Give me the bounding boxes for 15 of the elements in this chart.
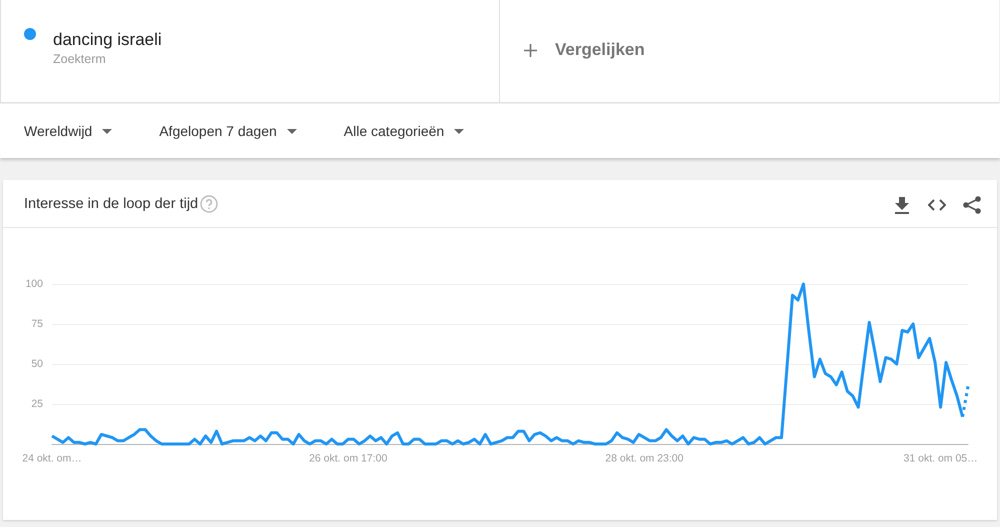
- y-tick-label: 50: [31, 358, 44, 370]
- y-tick-label: 25: [31, 398, 44, 410]
- x-tick-label: 31 okt. om 05…: [904, 452, 978, 464]
- x-tick-label: 26 okt. om 17:00: [309, 452, 388, 464]
- text: Alle categorieën: [344, 123, 444, 139]
- text: Wereldwijd: [24, 123, 92, 139]
- x-tick-label: 24 okt. om…: [22, 452, 82, 464]
- text: Afgelopen 7 dagen: [159, 123, 277, 139]
- y-tick-label: 100: [25, 278, 44, 290]
- text: Zoekterm: [53, 52, 107, 66]
- x-tick-label: 28 okt. om 23:00: [605, 452, 684, 464]
- legend-label: dancing israeli: [53, 30, 162, 50]
- y-tick-label: 75: [31, 318, 44, 330]
- chart-title: Interesse in de loop der tijd: [24, 196, 198, 212]
- text: Vergelijken: [555, 40, 645, 60]
